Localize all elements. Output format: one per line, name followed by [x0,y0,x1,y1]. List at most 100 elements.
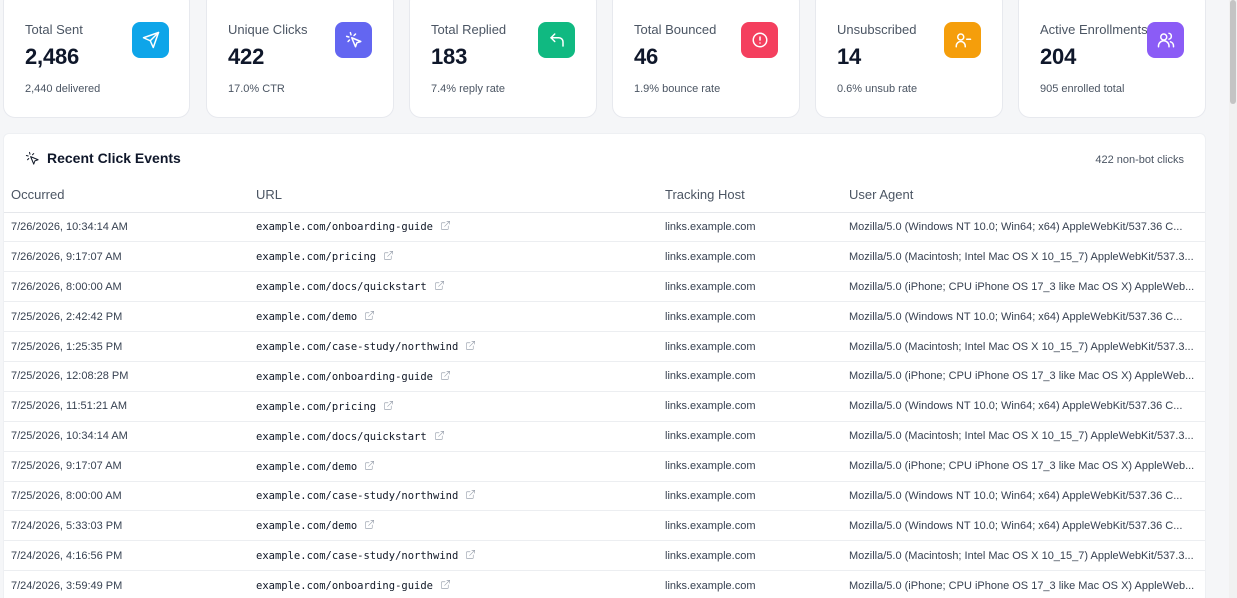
table-row: 7/26/2026, 9:17:07 AM example.com/pricing… [4,241,1205,273]
cell-user-agent: Mozilla/5.0 (Windows NT 10.0; Win64; x64… [842,391,1205,422]
recent-click-events-panel: Recent Click Events 422 non-bot clicks O… [3,133,1206,598]
external-link-icon[interactable] [364,519,375,530]
cell-tracking-host: links.example.com [658,391,842,422]
url-link[interactable]: example.com/case-study/northwind [256,550,459,563]
cell-tracking-host: links.example.com [658,481,842,512]
cell-user-agent: Mozilla/5.0 (Macintosh; Intel Mac OS X 1… [842,421,1205,452]
cell-occurred: 7/25/2026, 10:34:14 AM [4,421,249,452]
external-link-icon[interactable] [440,220,451,231]
cell-occurred: 7/25/2026, 11:51:21 AM [4,391,249,422]
url-link[interactable]: example.com/docs/quickstart [256,430,427,443]
cell-url: example.com/onboarding-guide [249,212,658,243]
column-header-url: URL [249,178,658,213]
cell-url: example.com/pricing [249,241,658,273]
stat-value: 46 [634,44,659,69]
cell-url: example.com/demo [249,451,658,482]
url-link[interactable]: example.com/onboarding-guide [256,221,434,234]
cell-occurred: 7/25/2026, 1:25:35 PM [4,331,249,362]
stat-value: 2,486 [25,44,80,69]
cell-tracking-host: links.example.com [658,540,842,572]
url-link[interactable]: example.com/pricing [256,400,377,413]
column-header-user-agent: User Agent [842,178,1205,213]
url-link[interactable]: example.com/demo [256,311,358,324]
url-link[interactable]: example.com/onboarding-guide [256,370,434,383]
alert-circle-icon [741,22,778,58]
stat-label: Total Sent [25,22,83,37]
table-row: 7/25/2026, 8:00:00 AM example.com/case-st… [4,481,1205,512]
table-row: 7/25/2026, 10:34:14 AM example.com/docs/q… [4,421,1205,452]
cell-occurred: 7/25/2026, 2:42:42 PM [4,301,249,333]
cell-url: example.com/onboarding-guide [249,570,658,598]
stat-label: Active Enrollments [1040,22,1148,37]
cell-occurred: 7/26/2026, 9:17:07 AM [4,241,249,273]
external-link-icon[interactable] [465,489,476,500]
cell-occurred: 7/24/2026, 3:59:49 PM [4,570,249,598]
table-row: 7/24/2026, 5:33:03 PM example.com/demo lin… [4,510,1205,542]
external-link-icon[interactable] [434,280,445,291]
stat-label: Unique Clicks [228,22,308,37]
external-link-icon[interactable] [465,549,476,560]
cell-occurred: 7/26/2026, 10:34:14 AM [4,212,249,243]
stat-label: Total Bounced [634,22,717,37]
cell-tracking-host: links.example.com [658,241,842,273]
cell-occurred: 7/25/2026, 9:17:07 AM [4,451,249,482]
url-link[interactable]: example.com/docs/quickstart [256,281,427,294]
cell-tracking-host: links.example.com [658,451,842,482]
cell-tracking-host: links.example.com [658,212,842,243]
cell-occurred: 7/26/2026, 8:00:00 AM [4,271,249,303]
stats-row: Total Sent 2,486 2,440 delivered Unique … [3,0,1233,118]
url-link[interactable]: example.com/case-study/northwind [256,490,459,503]
external-link-icon[interactable] [434,430,445,441]
stat-value: 14 [837,44,862,69]
stat-card-unique-clicks: Unique Clicks 422 17.0% CTR [206,0,394,118]
cell-tracking-host: links.example.com [658,331,842,362]
stat-subtext: 905 enrolled total [1040,83,1125,95]
reply-icon [538,22,575,58]
click-count: 422 non-bot clicks [1095,154,1184,166]
cell-url: example.com/docs/quickstart [249,271,658,303]
cell-tracking-host: links.example.com [658,510,842,542]
url-link[interactable]: example.com/demo [256,460,358,473]
users-icon [1147,22,1184,58]
user-minus-icon [944,22,981,58]
panel-header: Recent Click Events 422 non-bot clicks [4,134,1205,180]
cell-user-agent: Mozilla/5.0 (iPhone; CPU iPhone OS 17_3 … [842,451,1205,482]
external-link-icon[interactable] [440,370,451,381]
column-header-occurred: Occurred [4,178,249,213]
table-row: 7/25/2026, 9:17:07 AM example.com/demo lin… [4,451,1205,482]
cell-user-agent: Mozilla/5.0 (Windows NT 10.0; Win64; x64… [842,481,1205,512]
cell-url: example.com/demo [249,301,658,333]
cell-url: example.com/case-study/northwind [249,331,658,362]
cell-user-agent: Mozilla/5.0 (iPhone; CPU iPhone OS 17_3 … [842,570,1205,598]
url-link[interactable]: example.com/demo [256,520,358,533]
url-link[interactable]: example.com/case-study/northwind [256,341,459,353]
cell-tracking-host: links.example.com [658,570,842,598]
scrollbar-thumb[interactable] [1230,0,1236,104]
table-row: 7/25/2026, 2:42:42 PM example.com/demo lin… [4,301,1205,333]
stat-subtext: 1.9% bounce rate [634,83,721,95]
external-link-icon[interactable] [383,250,394,261]
send-icon [132,22,169,58]
table-row: 7/24/2026, 4:16:56 PM example.com/case-st… [4,540,1205,572]
external-link-icon[interactable] [383,400,394,411]
stat-value: 183 [431,44,468,69]
cell-occurred: 7/24/2026, 5:33:03 PM [4,510,249,542]
cell-occurred: 7/24/2026, 4:16:56 PM [4,540,249,572]
cell-occurred: 7/25/2026, 12:08:28 PM [4,361,249,392]
page-scrollbar[interactable] [1229,0,1237,598]
external-link-icon[interactable] [364,310,375,321]
external-link-icon[interactable] [440,579,451,590]
stat-subtext: 17.0% CTR [228,83,285,95]
cell-user-agent: Mozilla/5.0 (iPhone; CPU iPhone OS 17_3 … [842,271,1205,303]
stat-label: Total Replied [431,22,507,37]
cell-url: example.com/onboarding-guide [249,361,658,392]
stat-card-total-replied: Total Replied 183 7.4% reply rate [409,0,597,118]
external-link-icon[interactable] [465,340,476,351]
url-link[interactable]: example.com/pricing [256,251,377,264]
stat-label: Unsubscribed [837,22,917,37]
cell-tracking-host: links.example.com [658,301,842,333]
external-link-icon[interactable] [364,460,375,471]
url-link[interactable]: example.com/onboarding-guide [256,580,434,593]
stat-card-unsubscribed: Unsubscribed 14 0.6% unsub rate [815,0,1003,118]
